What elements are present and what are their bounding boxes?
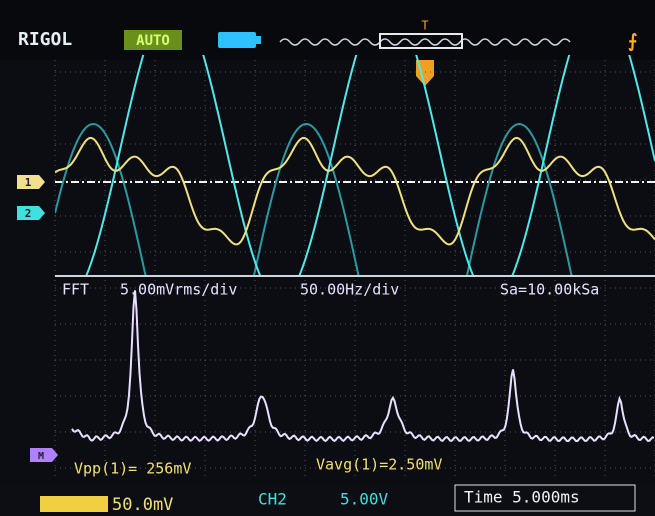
battery-tip [256,36,261,44]
fft-sample-rate: Sa=10.00kSa [500,281,599,299]
measurement-vavg: Vavg(1)=2.50mV [316,456,442,474]
math-marker: M [38,451,44,462]
ch2-label: CH2 [258,490,287,509]
ch1-status-box [40,496,108,512]
fft-frequency: 50.00Hz/div [300,281,399,299]
ch2-scale: 5.00V [340,490,389,509]
oscilloscope-screen: RIGOL AUTO T ⨍ 1 2 M FFT 5.00mVrms/div 5… [0,0,655,516]
top-bar [0,0,655,60]
measurement-vpp: Vpp(1)= 256mV [74,460,191,478]
ch1-scale: 50.0mV [112,495,173,515]
trigger-edge-icon: ⨍ [628,31,637,52]
brand: RIGOL [18,29,72,50]
fft-scale: 5.00mVrms/div [120,281,237,299]
battery-icon [218,32,256,48]
page: RIGOL AUTO T ⨍ 1 2 M FFT 5.00mVrms/div 5… [0,0,655,516]
mode: AUTO [136,33,170,49]
ch2-marker: 2 [25,207,32,220]
timebase: Time 5.000ms [464,488,580,507]
trigger-pos: T [421,19,428,33]
fft-divider [55,275,655,277]
fft-label: FFT [62,281,89,299]
ch1-marker: 1 [25,176,32,189]
